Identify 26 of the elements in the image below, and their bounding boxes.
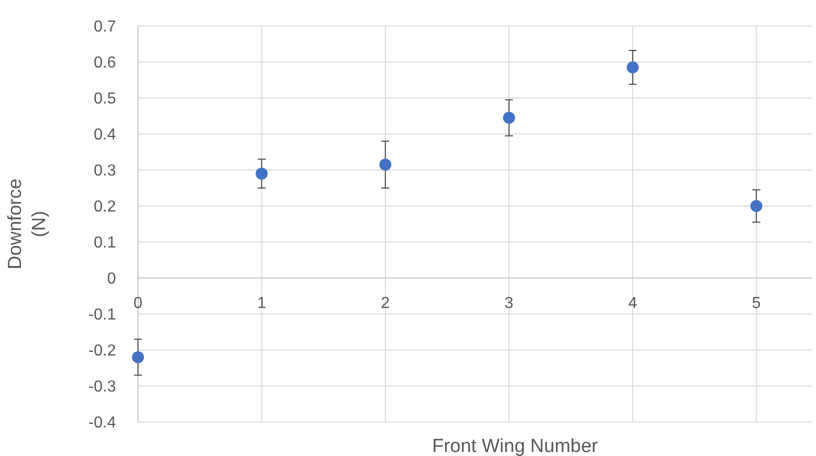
y-axis-title: Downforce (N) — [5, 178, 50, 270]
y-tick-label: 0.3 — [94, 162, 116, 180]
point — [256, 168, 268, 180]
y-tick-label: 0 — [107, 270, 116, 288]
point — [626, 61, 639, 74]
y-tick-label: -0.3 — [88, 378, 116, 396]
x-tick-label: 2 — [380, 295, 390, 312]
y-tick-label: -0.1 — [88, 306, 116, 324]
y-tick-label: -0.2 — [88, 342, 116, 360]
y-tick-label: 0.7 — [94, 18, 116, 36]
y-tick-label: 0.1 — [94, 234, 116, 252]
y-tick-label: 0.6 — [94, 54, 116, 72]
x-tick-label: 3 — [504, 295, 514, 312]
x-tick-label: 4 — [628, 295, 638, 312]
point — [503, 112, 516, 124]
y-tick-label: 0.4 — [94, 126, 116, 144]
point — [132, 351, 144, 364]
point — [750, 200, 762, 212]
y-tick-label: 0.5 — [94, 90, 116, 108]
y-tick-label: -0.4 — [88, 414, 116, 432]
point — [379, 158, 392, 171]
x-tick-label: 5 — [752, 295, 761, 312]
x-tick-label: 0 — [134, 295, 143, 312]
y-tick-label: 0.2 — [94, 198, 116, 216]
x-axis-title: Front Wing Number — [432, 436, 599, 456]
x-tick-label: 1 — [257, 295, 266, 312]
